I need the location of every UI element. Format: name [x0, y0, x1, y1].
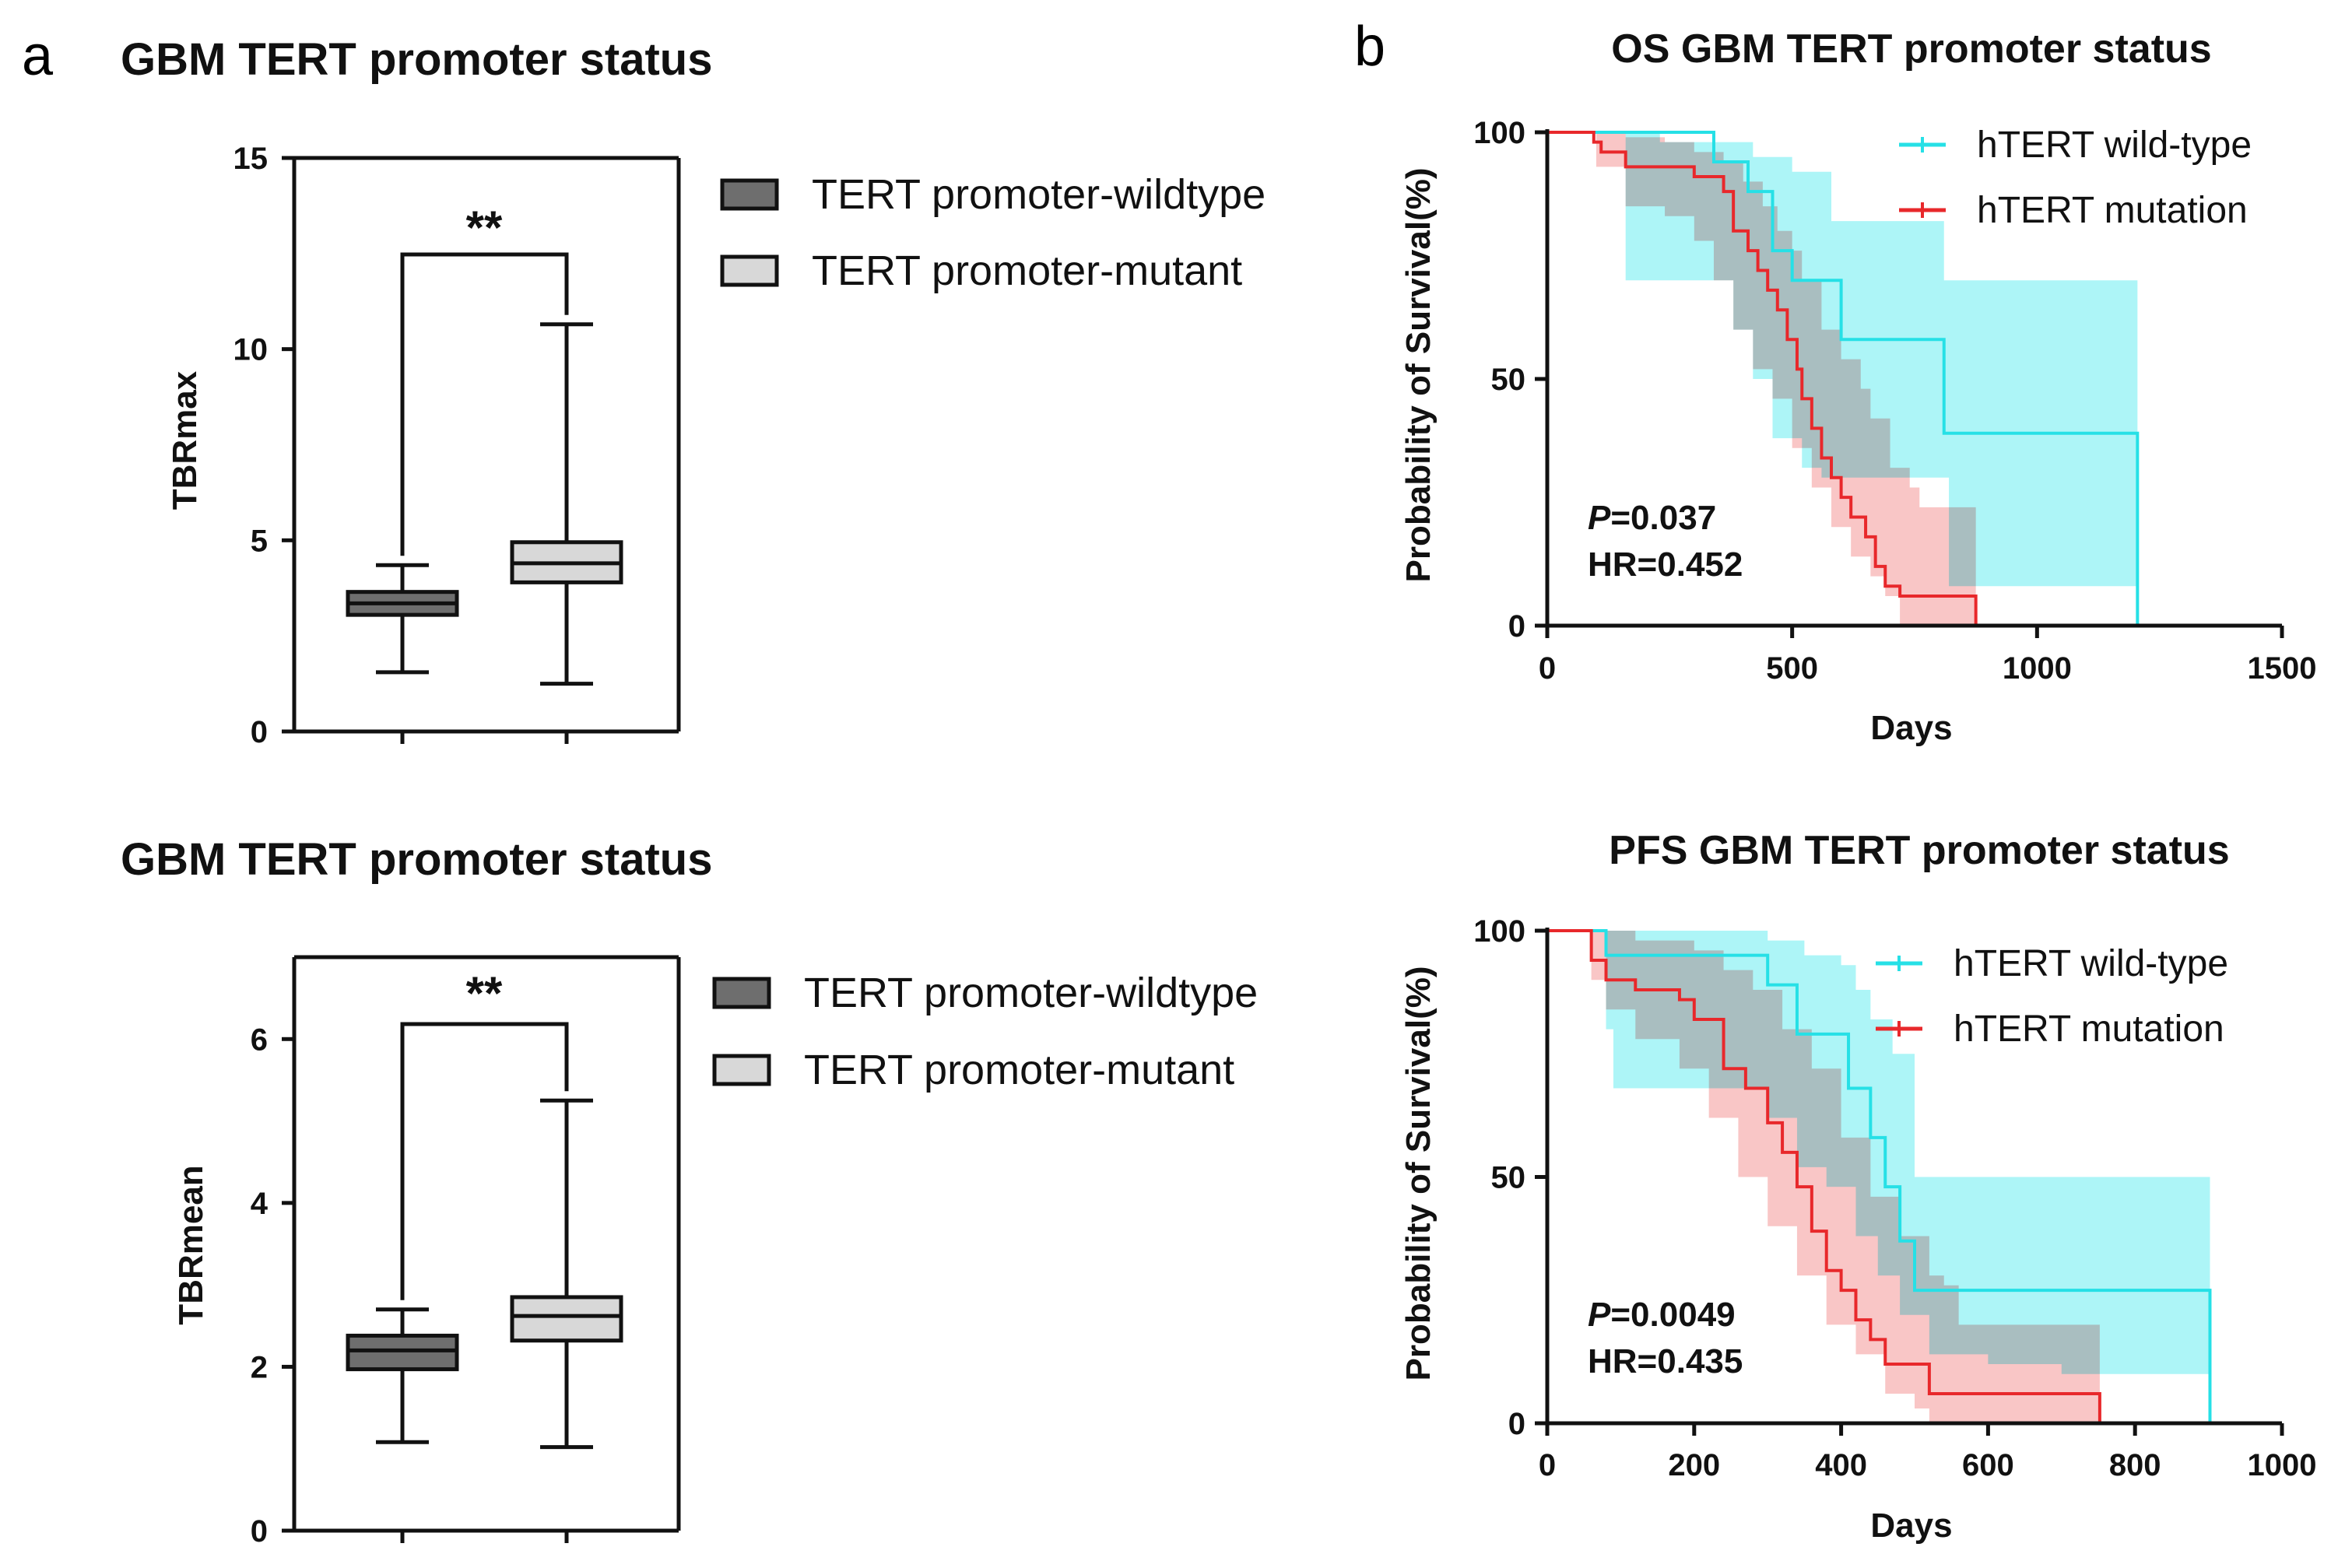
tbrmax-y-tick: 0: [251, 715, 268, 749]
tbrmean-y-axis-label: TBRmean: [172, 1165, 210, 1324]
os-y-tick: 100: [1473, 116, 1525, 150]
wildtype-survival-curve: [1547, 131, 2140, 626]
pfs-legend-label-mutation: hTERT mutation: [1954, 1009, 2224, 1050]
tbrmean-y-tick: 2: [251, 1350, 268, 1384]
pfs-y-ticks: 0 50 100: [1473, 914, 1525, 1441]
box-iqr: [510, 1295, 623, 1343]
tbrmean-significance-marker: **: [466, 967, 503, 1019]
os-x-ticks: 0 500 1000 1500: [1539, 651, 2317, 686]
box-iqr: [346, 1333, 459, 1372]
tbrmax-y-ticks: 0 5 10 15: [233, 142, 269, 749]
pfs-x-tick: 1000: [2248, 1448, 2317, 1482]
pfs-x-tick: 400: [1815, 1448, 1867, 1482]
pfs-plot-area: [1547, 929, 2212, 1423]
pfs-y-tick: 0: [1508, 1407, 1525, 1441]
tbrmean-y-ticks: 0 2 4 6: [251, 1023, 269, 1549]
pfs-y-axis-label: Probability of Survival(%): [1399, 966, 1438, 1381]
tbrmean-boxplot: GBM TERT promoter status TBRmean 0 2 4 6…: [121, 834, 1258, 1549]
os-survival-chart: OS GBM TERT promoter status Probability …: [1399, 26, 2316, 747]
os-plot-area: [1547, 131, 2140, 626]
tbrmax-significance-marker: **: [466, 202, 503, 254]
mutation-survival-curve: [1547, 131, 1978, 626]
os-x-axis-label: Days: [1870, 709, 1952, 747]
os-y-tick: 0: [1508, 609, 1525, 644]
os-legend-label-wildtype: hTERT wild-type: [1977, 125, 2252, 166]
pfs-x-tick: 800: [2109, 1448, 2161, 1482]
tbrmax-y-tick: 5: [251, 524, 268, 558]
significance-bracket: [400, 252, 569, 556]
pfs-p-value-number: =0.0049: [1610, 1296, 1735, 1334]
legend-label-wildtype: TERT promoter-wildtype: [804, 970, 1258, 1016]
tbrmax-title: GBM TERT promoter status: [121, 34, 713, 85]
tbrmean-y-tick: 4: [251, 1187, 269, 1221]
pfs-legend: hTERT wild-type hTERT mutation: [1876, 943, 2228, 1050]
pfs-p-symbol: P: [1588, 1296, 1611, 1334]
pfs-y-tick: 50: [1491, 1161, 1526, 1195]
pfs-title: PFS GBM TERT promoter status: [1609, 828, 2229, 873]
mutation-survival-curve: [1547, 929, 2101, 1423]
pfs-y-tick: 100: [1473, 914, 1525, 949]
legend-swatch-wildtype: [712, 977, 771, 1009]
tbrmax-boxplot: GBM TERT promoter status TBRmax 0 5 10 1…: [121, 34, 1266, 749]
mutation-confidence-band: [1547, 931, 2100, 1423]
tbrmean-title: GBM TERT promoter status: [121, 834, 713, 885]
os-p-value-number: =0.037: [1610, 499, 1716, 537]
legend-label-mutant: TERT promoter-mutant: [804, 1047, 1234, 1093]
os-y-tick: 50: [1491, 363, 1526, 397]
pfs-x-tick: 200: [1668, 1448, 1720, 1482]
pfs-legend-label-wildtype: hTERT wild-type: [1954, 943, 2228, 984]
pfs-x-tick: 0: [1539, 1448, 1556, 1482]
tbrmax-y-tick: 15: [233, 142, 269, 176]
os-legend-label-mutation: hTERT mutation: [1977, 190, 2248, 231]
legend-swatch-wildtype: [720, 178, 779, 211]
legend-swatch-mutant: [712, 1054, 771, 1086]
os-x-tick: 500: [1766, 651, 1818, 686]
panel-label-a: a: [22, 25, 54, 87]
os-p-value: P=0.037: [1588, 499, 1716, 537]
tbrmean-y-tick: 0: [251, 1514, 268, 1549]
os-x-tick: 0: [1539, 651, 1556, 686]
pfs-x-axis-label: Days: [1870, 1507, 1952, 1545]
tbrmax-legend: TERT promoter-wildtype TERT promoter-mut…: [720, 171, 1266, 294]
legend-label-wildtype: TERT promoter-wildtype: [812, 171, 1266, 218]
tbrmean-y-tick: 6: [251, 1023, 268, 1057]
os-x-tick: 1500: [2248, 651, 2317, 686]
pfs-hazard-ratio: HR=0.435: [1588, 1342, 1743, 1380]
legend-swatch-mutant: [720, 254, 779, 287]
os-x-tick: 1000: [2003, 651, 2072, 686]
os-title: OS GBM TERT promoter status: [1611, 26, 2211, 72]
os-legend: hTERT wild-type hTERT mutation: [1899, 125, 2252, 231]
tbrmax-y-tick: 10: [233, 333, 269, 367]
pfs-p-value: P=0.0049: [1588, 1296, 1736, 1334]
wildtype-survival-curve: [1547, 929, 2212, 1423]
mutation-confidence-band: [1547, 132, 1976, 626]
panel-label-b: b: [1354, 16, 1385, 78]
os-y-axis-label: Probability of Survival(%): [1399, 168, 1438, 583]
pfs-survival-chart: PFS GBM TERT promoter status Probability…: [1399, 828, 2316, 1545]
pfs-x-ticks: 0 200 400 600 800 1000: [1539, 1448, 2317, 1482]
pfs-x-tick: 600: [1962, 1448, 2014, 1482]
significance-bracket: [400, 1022, 569, 1300]
tbrmean-legend: TERT promoter-wildtype TERT promoter-mut…: [712, 970, 1258, 1093]
tbrmax-y-axis-label: TBRmax: [166, 370, 204, 510]
os-p-symbol: P: [1588, 499, 1611, 537]
legend-label-mutant: TERT promoter-mutant: [812, 247, 1242, 294]
os-hazard-ratio: HR=0.452: [1588, 545, 1743, 584]
os-y-ticks: 0 50 100: [1473, 116, 1525, 644]
